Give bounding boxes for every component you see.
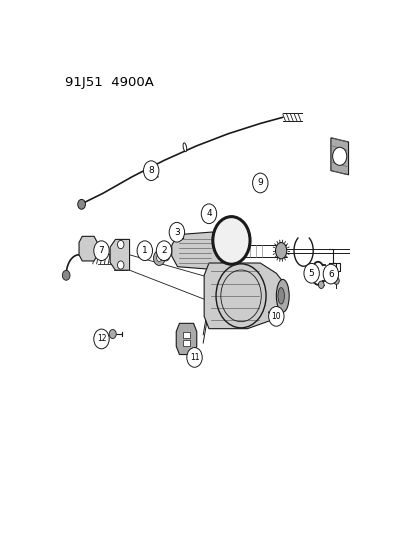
Circle shape	[332, 277, 338, 284]
Circle shape	[252, 173, 267, 193]
Ellipse shape	[223, 242, 232, 260]
Circle shape	[137, 241, 152, 261]
Polygon shape	[171, 232, 229, 269]
Circle shape	[332, 147, 346, 165]
Circle shape	[94, 329, 109, 349]
Ellipse shape	[276, 279, 288, 312]
Circle shape	[156, 241, 171, 261]
Circle shape	[153, 251, 165, 265]
Circle shape	[62, 270, 70, 280]
Circle shape	[143, 161, 159, 181]
Ellipse shape	[277, 288, 284, 304]
Text: 12: 12	[97, 334, 106, 343]
Text: 5: 5	[308, 269, 314, 278]
Ellipse shape	[183, 143, 186, 152]
Circle shape	[94, 241, 109, 261]
Polygon shape	[204, 263, 287, 329]
Circle shape	[169, 222, 184, 242]
Polygon shape	[79, 236, 97, 261]
Polygon shape	[176, 324, 196, 354]
Circle shape	[213, 218, 249, 263]
Circle shape	[303, 263, 318, 283]
Bar	[182, 340, 190, 346]
Text: 9: 9	[257, 179, 263, 188]
Text: 2: 2	[161, 246, 166, 255]
Circle shape	[161, 251, 169, 261]
Text: 8: 8	[148, 166, 154, 175]
Circle shape	[109, 329, 116, 338]
Text: 91J51  4900A: 91J51 4900A	[64, 76, 153, 89]
Circle shape	[323, 264, 338, 284]
Circle shape	[268, 306, 283, 326]
Circle shape	[201, 204, 216, 224]
Polygon shape	[330, 138, 348, 175]
Circle shape	[78, 199, 85, 209]
Text: 11: 11	[189, 353, 199, 362]
Text: 1: 1	[142, 246, 147, 255]
Polygon shape	[110, 239, 129, 270]
Text: 7: 7	[98, 246, 104, 255]
Circle shape	[318, 281, 323, 288]
Text: 3: 3	[173, 228, 179, 237]
Text: 6: 6	[327, 270, 333, 279]
Ellipse shape	[275, 243, 286, 259]
Circle shape	[117, 261, 123, 269]
Circle shape	[117, 240, 123, 248]
Circle shape	[163, 253, 167, 258]
Text: 10: 10	[271, 312, 280, 321]
Text: 4: 4	[206, 209, 211, 218]
Circle shape	[156, 255, 161, 261]
Bar	[182, 332, 190, 338]
Circle shape	[186, 348, 202, 367]
